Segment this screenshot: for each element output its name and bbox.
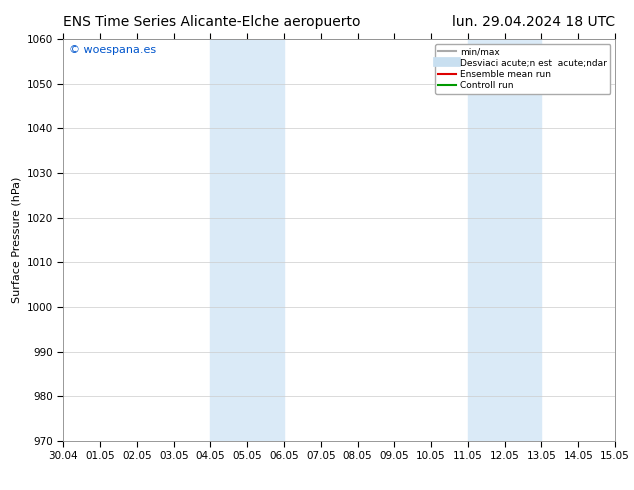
Text: ENS Time Series Alicante-Elche aeropuerto: ENS Time Series Alicante-Elche aeropuert… [63, 15, 361, 29]
Text: lun. 29.04.2024 18 UTC: lun. 29.04.2024 18 UTC [452, 15, 615, 29]
Bar [468, 39, 541, 441]
Text: © woespana.es: © woespana.es [69, 45, 156, 55]
Bar [210, 39, 284, 441]
Legend: min/max, Desviaci acute;n est  acute;ndar, Ensemble mean run, Controll run: min/max, Desviaci acute;n est acute;ndar… [435, 44, 611, 94]
Y-axis label: Surface Pressure (hPa): Surface Pressure (hPa) [11, 177, 21, 303]
